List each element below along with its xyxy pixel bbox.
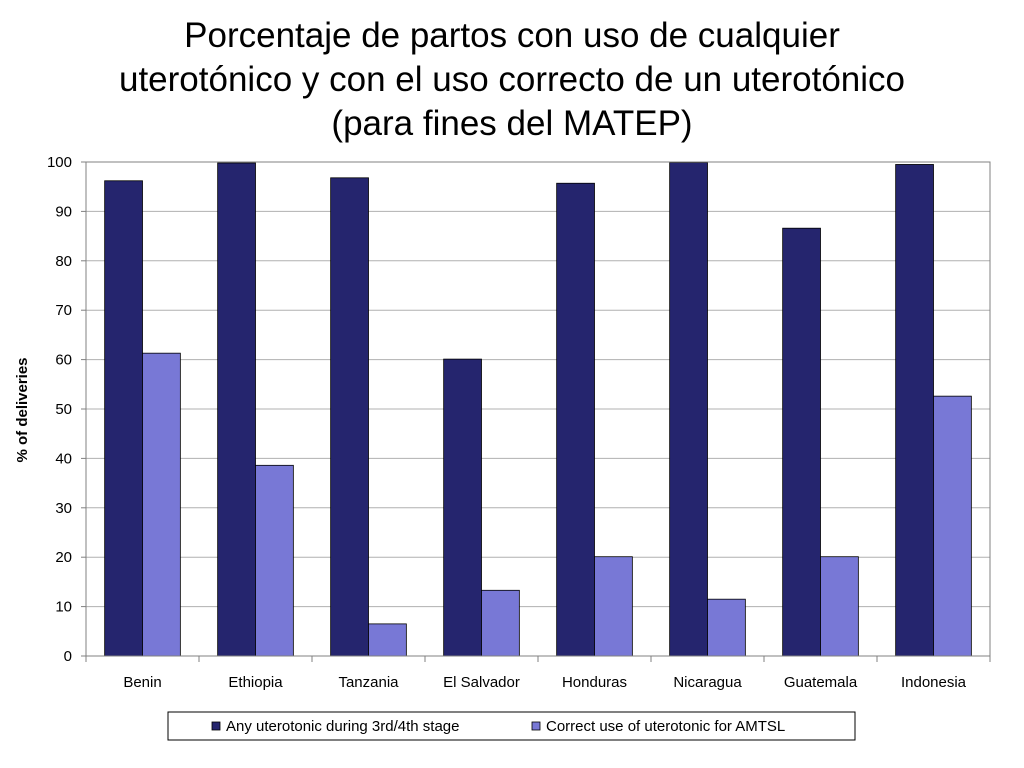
legend-swatch [531,721,541,731]
bar-any-uterotonic-el-salvador [443,358,482,657]
x-category-label: Honduras [562,674,627,691]
bar-any-uterotonic-ethiopia [217,162,256,657]
bar-any-uterotonic-benin [104,180,143,657]
y-tick-label: 20 [55,549,72,566]
bar-correct-use-guatemala [820,556,859,657]
x-category-labels: Benin Ethiopia Tanzania El Salvador Honduras… [85,656,991,691]
bar-correct-use-ethiopia [255,464,294,657]
y-tick-label: 30 [55,500,72,517]
bar-correct-use-nicaragua [707,598,746,657]
y-tick-label: 10 [55,599,72,616]
title-line-3: (para fines del MATEP) [331,104,693,143]
x-category-label: Guatemala [784,674,858,691]
y-tick-label: 50 [55,401,72,418]
legend: Any uterotonic during 3rd/4th stage Corre… [167,711,856,741]
x-category-label: Indonesia [901,674,967,691]
bar-correct-use-tanzania [368,623,407,657]
y-tick-label: 60 [55,352,72,369]
y-tick-label: 70 [55,302,72,319]
y-tick-label: 40 [55,450,72,467]
y-tick-labels: 0 10 20 30 40 50 60 70 80 90 100 [47,154,86,665]
bar-correct-use-benin [142,352,181,657]
bar-correct-use-el-salvador [481,589,520,657]
bar-any-uterotonic-honduras [556,182,595,657]
y-tick-label: 100 [47,154,72,171]
chart-title: Porcentaje de partos con uso de cualquie… [0,14,1024,146]
bar-any-uterotonic-indonesia [895,164,934,657]
x-category-label: El Salvador [443,674,520,691]
title-line-1: Porcentaje de partos con uso de cualquie… [184,16,840,55]
bar-correct-use-indonesia [933,395,972,657]
x-category-label: Benin [123,674,161,691]
bar-any-uterotonic-guatemala [782,227,821,657]
y-tick-label: 0 [64,648,72,665]
legend-swatch [211,721,221,731]
x-category-label: Nicaragua [673,674,742,691]
legend-label: Any uterotonic during 3rd/4th stage [226,718,459,735]
bar-correct-use-honduras [594,556,633,657]
y-tick-label: 80 [55,253,72,270]
title-line-2: uterotónico y con el uso correcto de un … [118,60,906,99]
legend-label: Correct use of uterotonic for AMTSL [546,718,785,735]
bars [104,162,972,657]
legend-box [167,711,856,741]
y-axis-label: % of deliveries [14,357,31,462]
y-tick-label: 90 [55,203,72,220]
x-category-label: Ethiopia [228,674,283,691]
bar-any-uterotonic-nicaragua [669,162,708,657]
bar-any-uterotonic-tanzania [330,177,369,657]
x-category-label: Tanzania [338,674,399,691]
